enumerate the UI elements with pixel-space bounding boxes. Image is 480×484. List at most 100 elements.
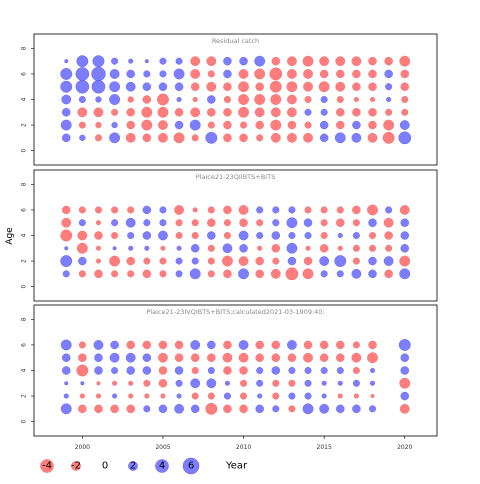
legend-swatch: [128, 461, 138, 471]
residual-bubble: [254, 55, 266, 67]
residual-bubble: [223, 232, 231, 239]
residual-bubble: [62, 366, 71, 375]
residual-bubble: [142, 133, 152, 143]
residual-bubble: [255, 120, 264, 130]
residual-bubble: [223, 96, 231, 103]
residual-bubble: [223, 404, 232, 414]
residual-bubble: [206, 81, 217, 92]
residual-bubble: [240, 392, 248, 400]
panel-title: Residual catch: [212, 37, 259, 45]
residual-bubble: [239, 244, 248, 253]
residual-bubble: [304, 206, 312, 214]
residual-bubble: [319, 256, 329, 266]
residual-bubble: [337, 233, 343, 238]
residual-bubble: [240, 379, 248, 387]
residual-bubble: [207, 121, 215, 129]
residual-bubble: [272, 219, 280, 227]
residual-bubble: [270, 133, 281, 143]
residual-bubble: [303, 81, 313, 92]
residual-bubble: [385, 206, 393, 214]
residual-bubble: [287, 107, 297, 118]
residual-bubble: [320, 219, 328, 227]
residual-bubble: [238, 94, 249, 105]
residual-bubble: [223, 56, 232, 66]
residual-bubble: [158, 230, 168, 241]
residual-bubble: [285, 267, 299, 281]
residual-bubble: [240, 121, 248, 129]
legend-label: -4: [42, 461, 52, 472]
residual-bubble: [353, 97, 359, 102]
residual-bubble: [191, 257, 199, 265]
residual-bubble: [256, 232, 264, 239]
panel-frame: [33, 33, 438, 166]
residual-bubble: [60, 403, 72, 415]
residual-bubble: [144, 393, 150, 399]
residual-bubble: [125, 133, 136, 143]
residual-bubble: [206, 56, 217, 66]
residual-bubble: [239, 366, 248, 375]
residual-bubble: [109, 94, 120, 105]
residual-bubble: [96, 381, 101, 386]
residual-bubble: [128, 245, 134, 251]
residual-bubble: [95, 121, 102, 129]
residual-bubble: [61, 94, 72, 105]
residual-bubble: [174, 82, 184, 91]
residual-bubble: [175, 257, 183, 265]
residual-bubble: [110, 340, 119, 350]
residual-bubble: [287, 56, 297, 66]
residual-bubble: [367, 352, 378, 364]
residual-bubble: [286, 81, 298, 93]
residual-bubble: [400, 218, 409, 227]
residual-bubble: [401, 108, 409, 116]
residual-bubble: [239, 218, 248, 227]
y-tick-label: 4: [21, 97, 28, 101]
residual-bubble: [367, 133, 378, 143]
residual-bubble: [78, 404, 87, 414]
residual-bubble: [128, 58, 134, 64]
residual-bubble: [128, 393, 134, 399]
residual-bubble: [207, 257, 215, 265]
residual-bubble: [336, 120, 345, 130]
residual-bubble: [319, 69, 329, 79]
residual-bubble: [257, 393, 263, 399]
residual-bubble: [207, 353, 216, 362]
residual-bubble: [60, 80, 73, 93]
residual-bubble: [238, 81, 249, 93]
residual-bubble: [76, 242, 88, 254]
residual-bubble: [175, 57, 183, 65]
residual-bubble: [92, 55, 105, 68]
residual-bubble: [207, 244, 215, 252]
residual-bubble: [336, 69, 345, 79]
residual-bubble: [370, 97, 376, 102]
residual-bubble: [369, 405, 376, 413]
residual-bubble: [223, 82, 232, 91]
residual-bubble: [320, 108, 328, 116]
residual-bubble: [143, 405, 151, 413]
y-tick-label: 4: [21, 368, 28, 372]
residual-bubble: [352, 379, 360, 387]
residual-bubble: [143, 219, 151, 227]
residual-bubble: [173, 132, 185, 144]
residual-bubble: [191, 404, 200, 414]
residual-bubble: [112, 393, 118, 399]
residual-bubble: [75, 79, 90, 94]
residual-bubble: [272, 405, 280, 413]
residual-bubble: [174, 366, 184, 375]
legend-swatch: [182, 457, 200, 475]
residual-bubble: [207, 340, 216, 350]
residual-bubble: [335, 81, 346, 92]
residual-bubble: [62, 270, 70, 278]
residual-bubble: [383, 119, 395, 131]
residual-bubble: [336, 206, 344, 214]
residual-bubble: [222, 352, 233, 363]
residual-bubble: [190, 340, 201, 350]
y-tick-label: 8: [21, 46, 28, 50]
residual-bubble: [111, 367, 119, 374]
residual-bubble: [239, 56, 248, 66]
residual-bubble: [111, 270, 119, 278]
residual-bubble: [321, 393, 327, 399]
residual-bubble: [352, 120, 361, 130]
residual-bubble: [400, 82, 409, 91]
residual-bubble: [386, 97, 392, 102]
residual-bubble: [400, 353, 409, 362]
